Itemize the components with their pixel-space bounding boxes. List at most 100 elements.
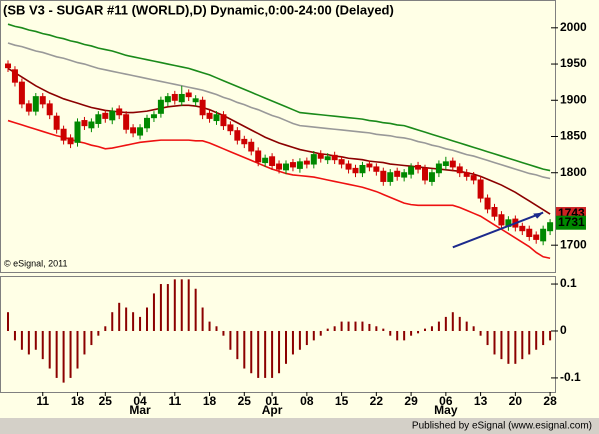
candle-body [227, 124, 234, 132]
histogram-bar [535, 330, 538, 350]
candle-body [137, 127, 144, 136]
histogram-bar [389, 330, 392, 336]
candle-body [547, 222, 554, 232]
candle-body [449, 160, 456, 168]
price-label-box [556, 215, 586, 230]
y-tick-label: 1700 [560, 237, 587, 251]
histogram-bar [403, 330, 406, 341]
histogram-bar [187, 279, 190, 331]
candle-body [338, 159, 345, 165]
histogram-bar [215, 326, 218, 331]
candle-body [206, 112, 213, 119]
histogram-bar [437, 321, 440, 331]
candle-body [394, 170, 401, 177]
x-tick-label: 11 [36, 394, 49, 408]
histogram-bar [257, 330, 260, 378]
oscillator-panel [0, 276, 556, 393]
candle-body [220, 114, 227, 127]
y-tick-label: 1800 [560, 165, 587, 179]
candle-body [67, 137, 74, 145]
footer: Published by eSignal (www.esignal.com) [412, 421, 592, 432]
candle-body [463, 172, 470, 177]
histogram-bar [326, 328, 329, 331]
histogram-bar [396, 330, 399, 341]
x-tick-label: 15 [335, 394, 349, 408]
histogram-bar [493, 330, 496, 355]
candle-body [540, 228, 547, 242]
watermark: © eSignal, 2011 [4, 258, 68, 268]
histogram-bar [285, 330, 287, 364]
x-tick-label: 08 [300, 394, 314, 408]
candle-body [484, 197, 491, 210]
histogram-bar [549, 330, 552, 341]
histogram-bar [34, 330, 37, 350]
histogram-bar [7, 312, 9, 331]
candle-body [123, 114, 130, 130]
histogram-bar [507, 330, 510, 364]
chart-title: (SB V3 - SUGAR #11 (WORLD),D) Dynamic,0:… [3, 2, 394, 17]
histogram-bar [236, 330, 239, 360]
histogram-bar [104, 326, 107, 331]
trendline [452, 211, 544, 249]
candle-body [533, 234, 540, 240]
candle-body [46, 103, 53, 116]
x-tick-label: 13 [474, 394, 488, 408]
candle-body [109, 110, 116, 121]
histogram-bar [201, 307, 204, 331]
histogram-bar [361, 321, 364, 331]
month-label: Mar [129, 403, 151, 417]
candle-body [289, 162, 296, 168]
candle-body [303, 160, 310, 165]
histogram-bar [424, 328, 426, 331]
histogram-bar [229, 330, 232, 350]
histogram-bar [305, 330, 308, 346]
x-tick-label: 22 [370, 394, 384, 408]
histogram-bar [486, 330, 489, 346]
candle-body [498, 214, 505, 226]
histogram-bar [382, 328, 385, 331]
candle-body [366, 163, 373, 168]
candle-body [269, 156, 276, 166]
candle-body [32, 96, 39, 112]
candle-body [88, 121, 95, 129]
candle-body [470, 175, 477, 181]
histogram-bar [97, 330, 100, 336]
histogram-bar [444, 316, 447, 331]
candle-body [491, 207, 498, 217]
candle-body [199, 99, 206, 116]
x-tick-label: 06 [439, 394, 453, 408]
candle-body [276, 163, 283, 170]
histogram-bar [472, 326, 475, 331]
histogram-bar [41, 330, 44, 360]
candle-body [477, 179, 484, 199]
footer-bar [0, 418, 599, 434]
candle-body [53, 115, 60, 130]
histogram-bar [132, 312, 135, 331]
y-tick-label: 1950 [560, 56, 587, 70]
histogram-bar [430, 326, 433, 331]
candle-body [234, 130, 241, 141]
histogram-bar [208, 321, 211, 331]
candle-body [95, 114, 102, 124]
histogram-bar [291, 330, 294, 355]
candle-body [352, 167, 359, 174]
candle-body [456, 166, 463, 174]
candle-body [164, 96, 171, 103]
histogram-bar [62, 330, 65, 383]
histogram-bar [319, 330, 322, 336]
x-tick-label: 04 [133, 394, 147, 408]
candle-body [144, 117, 150, 129]
candle-body [248, 141, 255, 152]
candle-body [255, 150, 262, 163]
histogram-bar [271, 330, 274, 378]
histogram-bar [410, 330, 413, 336]
y-tick-label: -0.1 [560, 370, 581, 384]
histogram-bar [479, 330, 482, 336]
x-tick-label: 25 [99, 394, 113, 408]
histogram-bar [76, 330, 79, 369]
histogram-bar [152, 293, 155, 331]
histogram-bar [48, 330, 51, 369]
histogram-bar [111, 312, 114, 331]
candle-body [526, 228, 533, 237]
histogram-bar [521, 330, 524, 360]
